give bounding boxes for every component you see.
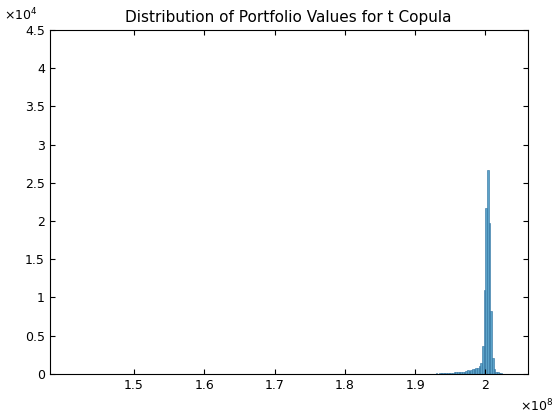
Bar (452, 373, 454, 374)
Bar (444, 373, 446, 374)
Bar (442, 373, 444, 374)
Bar (482, 346, 484, 374)
Bar (441, 373, 442, 374)
Bar (474, 369, 475, 374)
Bar (464, 372, 465, 374)
Bar (469, 371, 470, 374)
Bar (449, 373, 450, 374)
Bar (450, 373, 452, 374)
Bar (447, 373, 449, 374)
Bar (492, 357, 493, 374)
Bar (493, 370, 495, 374)
Bar (477, 368, 479, 374)
Bar (475, 368, 477, 374)
Bar (495, 372, 497, 374)
Bar (489, 223, 490, 374)
Bar (446, 373, 447, 374)
Bar (470, 370, 472, 374)
Text: $\times$10$^4$: $\times$10$^4$ (4, 7, 38, 23)
Bar (467, 370, 469, 374)
Bar (487, 170, 489, 374)
Bar (479, 366, 480, 374)
Title: Distribution of Portfolio Values for t Copula: Distribution of Portfolio Values for t C… (125, 10, 452, 25)
Bar (497, 373, 498, 374)
Bar (480, 363, 482, 374)
Bar (486, 208, 487, 374)
Bar (457, 372, 459, 374)
Bar (484, 290, 486, 374)
Bar (490, 311, 492, 374)
Bar (498, 373, 500, 374)
Bar (459, 372, 460, 374)
Bar (454, 373, 455, 374)
Bar (465, 371, 467, 374)
Bar (455, 373, 457, 374)
Bar (462, 372, 464, 374)
Bar (472, 369, 474, 374)
Bar (460, 372, 462, 374)
Text: $\times$10$^8$: $\times$10$^8$ (520, 398, 554, 415)
Bar (500, 373, 502, 374)
